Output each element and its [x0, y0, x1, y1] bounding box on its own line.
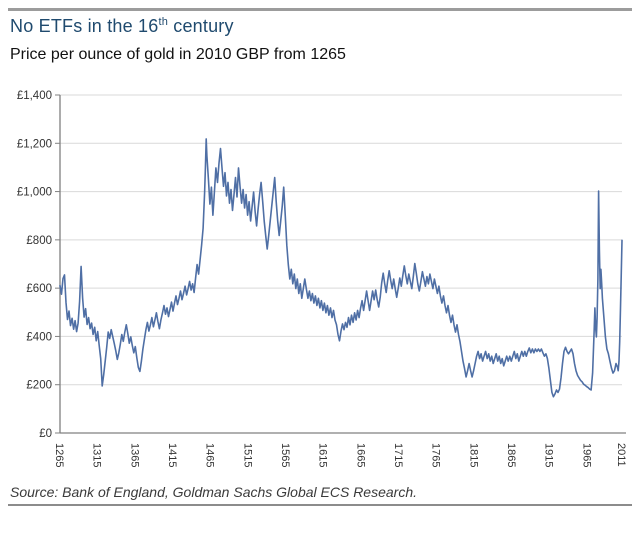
x-axis-label: 1815 [467, 443, 479, 467]
x-axis-label: 1915 [543, 443, 555, 467]
x-axis-label: 1415 [166, 443, 178, 467]
x-axis-label: 1315 [91, 443, 103, 467]
x-axis-label: 1465 [204, 443, 216, 467]
y-axis-label: £1,400 [17, 90, 52, 102]
source-note: Source: Bank of England, Goldman Sachs G… [10, 484, 417, 500]
gold-price-series-line [59, 138, 623, 398]
chart-title-text: No ETFs in the 16 [10, 16, 159, 36]
x-axis-label: 1665 [354, 443, 366, 467]
y-axis-label: £200 [26, 380, 52, 392]
x-axis-label: 1565 [279, 443, 291, 467]
x-axis-label: 1615 [317, 443, 329, 467]
bottom-divider [8, 504, 632, 506]
top-divider [8, 8, 632, 11]
y-axis-label: £1,200 [17, 138, 52, 150]
y-axis-label: £400 [26, 331, 52, 343]
y-axis-label: £800 [26, 235, 52, 247]
y-axis-label: £1,000 [17, 187, 52, 199]
chart-title-text-end: century [168, 16, 234, 36]
y-axis-label: £600 [26, 283, 52, 295]
gold-price-chart: £0 £200 £400 £600 £800 £1,000 £1,200 £1,400 1265… [0, 85, 640, 485]
chart-subtitle: Price per ounce of gold in 2010 GBP from… [10, 46, 346, 63]
y-axis-label: £0 [39, 428, 52, 440]
gold-price-line-chart-svg: £0 £200 £400 £600 £800 £1,000 £1,200 £1,400 1265… [17, 90, 627, 467]
chart-title: No ETFs in the 16th century [10, 16, 234, 37]
x-axis-label: 1865 [505, 443, 517, 467]
x-axis-label: 1265 [53, 443, 65, 467]
x-axis-label: 2011 [615, 443, 627, 467]
x-axis-label: 1765 [430, 443, 442, 467]
x-axis-label: 1715 [392, 443, 404, 467]
x-axis-label: 1965 [580, 443, 592, 467]
chart-title-superscript: th [158, 16, 169, 28]
x-axis-label: 1365 [128, 443, 140, 467]
x-axis-label: 1515 [241, 443, 253, 467]
